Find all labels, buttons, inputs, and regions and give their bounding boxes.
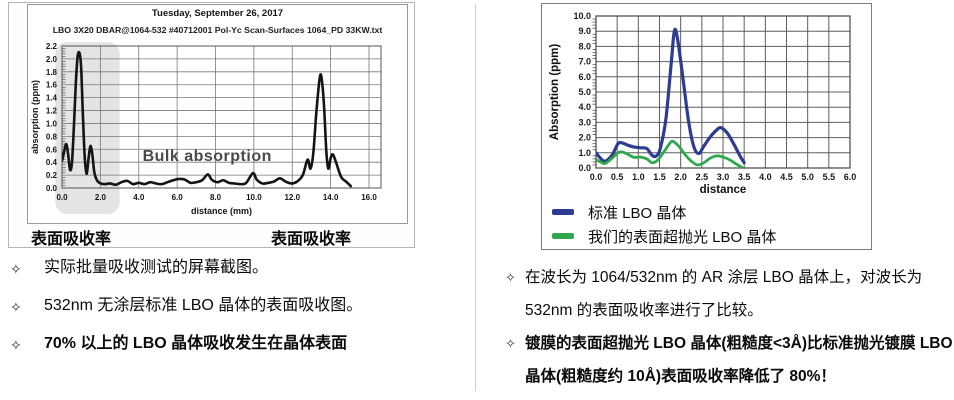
svg-text:1.0: 1.0 (578, 148, 591, 158)
svg-text:absorption (ppm): absorption (ppm) (30, 80, 40, 154)
legend-swatch-blue (552, 209, 574, 215)
svg-text:4.0: 4.0 (759, 172, 772, 182)
svg-text:0.0: 0.0 (590, 172, 603, 182)
svg-text:2.5: 2.5 (696, 172, 709, 182)
diamond-bullet-icon: ✧ (10, 261, 22, 277)
legend-item-standard: 标准 LBO 晶体 (552, 201, 686, 223)
svg-text:0.6: 0.6 (46, 145, 58, 154)
diamond-bullet-icon: ✧ (505, 270, 516, 285)
bullet-item: ✧ 实际批量吸收测试的屏幕截图。 (8, 257, 460, 280)
diamond-bullet-icon: ✧ (505, 336, 516, 351)
svg-text:9.0: 9.0 (578, 26, 591, 36)
svg-text:0.5: 0.5 (611, 172, 624, 182)
svg-text:6.0: 6.0 (844, 172, 857, 182)
svg-text:14.0: 14.0 (323, 193, 339, 202)
legend-swatch-green (552, 233, 574, 239)
svg-text:1.6: 1.6 (46, 81, 58, 90)
bullet-item: ✧ 在波长为 1064/532nm 的 AR 涂层 LBO 晶体上，对波长为 5… (505, 261, 954, 327)
right-bullet-list: ✧ 在波长为 1064/532nm 的 AR 涂层 LBO 晶体上，对波长为 5… (505, 261, 954, 393)
svg-text:2.0: 2.0 (674, 172, 687, 182)
svg-text:5.0: 5.0 (578, 87, 591, 97)
bullet-item: ✧ 532nm 无涂层标准 LBO 晶体的表面吸收图。 (8, 295, 460, 318)
surface-absorption-label-right: 表面吸收率 (271, 231, 352, 248)
bullet-text: 70% 以上的 LBO 晶体吸收发生在晶体表面 (44, 335, 348, 352)
svg-text:2.0: 2.0 (578, 133, 591, 143)
svg-text:2.0: 2.0 (46, 55, 58, 64)
diamond-bullet-icon: ✧ (10, 337, 22, 353)
bullet-item: ✧ 70% 以上的 LBO 晶体吸收发生在晶体表面 (8, 333, 460, 356)
svg-text:8.0: 8.0 (210, 193, 222, 202)
svg-text:0.8: 0.8 (46, 132, 58, 141)
vertical-divider (475, 4, 476, 391)
svg-text:4.0: 4.0 (133, 193, 145, 202)
svg-text:5.0: 5.0 (801, 172, 814, 182)
svg-text:3.5: 3.5 (738, 172, 751, 182)
svg-text:10.0: 10.0 (573, 11, 591, 21)
svg-text:1.8: 1.8 (46, 68, 58, 77)
svg-text:16.0: 16.0 (361, 193, 377, 202)
svg-text:10.0: 10.0 (246, 193, 262, 202)
svg-text:1.0: 1.0 (632, 172, 645, 182)
legend-item-superpolished: 我们的表面超抛光 LBO 晶体 (552, 225, 776, 247)
svg-text:5.5: 5.5 (823, 172, 836, 182)
svg-text:3.0: 3.0 (578, 117, 591, 127)
svg-text:4.0: 4.0 (578, 102, 591, 112)
svg-text:7.0: 7.0 (578, 57, 591, 67)
measurement-screenshot-box: Tuesday, September 26, 2017 LBO 3X20 DBA… (27, 4, 408, 224)
diamond-bullet-icon: ✧ (10, 299, 22, 315)
svg-text:0.0: 0.0 (578, 163, 591, 173)
svg-text:2.0: 2.0 (95, 193, 107, 202)
legend-label: 我们的表面超抛光 LBO 晶体 (588, 228, 777, 246)
svg-text:0.0: 0.0 (56, 193, 68, 202)
bullet-text: 532nm 无涂层标准 LBO 晶体的表面吸收图。 (44, 297, 363, 314)
surface-absorption-label-left: 表面吸收率 (31, 231, 112, 248)
bullet-text: 镀膜的表面超抛光 LBO 晶体(粗糙度<3Å)比标准抛光镀膜 LBO 晶体(粗糙… (525, 335, 953, 385)
svg-text:1.5: 1.5 (653, 172, 666, 182)
svg-text:3.0: 3.0 (717, 172, 730, 182)
bullet-item: ✧ 镀膜的表面超抛光 LBO 晶体(粗糙度<3Å)比标准抛光镀膜 LBO 晶体(… (505, 327, 954, 393)
svg-text:1.2: 1.2 (46, 107, 58, 116)
svg-text:0.2: 0.2 (46, 171, 58, 180)
left-absorption-chart: 0.0 2.0 4.0 6.0 8.0 10.0 12.0 14.0 16.0 0.0 0.2 0.4… (30, 42, 382, 216)
legend-label: 标准 LBO 晶体 (588, 204, 687, 222)
chart-subtitle: LBO 3X20 DBAR@1064-532 #40712001 Pol-Yc … (52, 25, 383, 35)
svg-text:Bulk absorption: Bulk absorption (143, 148, 272, 165)
chart-title: Tuesday, September 26, 2017 (151, 8, 284, 19)
svg-text:1.4: 1.4 (46, 94, 58, 103)
svg-text:4.5: 4.5 (780, 172, 793, 182)
svg-text:12.0: 12.0 (284, 193, 300, 202)
svg-text:8.0: 8.0 (578, 41, 591, 51)
svg-text:1.0: 1.0 (46, 119, 58, 128)
bullet-text: 实际批量吸收测试的屏幕截图。 (44, 259, 269, 276)
bullet-text: 在波长为 1064/532nm 的 AR 涂层 LBO 晶体上，对波长为 532… (525, 269, 923, 319)
svg-text:0.0: 0.0 (46, 184, 58, 193)
svg-text:6.0: 6.0 (578, 72, 591, 82)
left-bullet-list: ✧ 实际批量吸收测试的屏幕截图。 ✧ 532nm 无涂层标准 LBO 晶体的表面… (8, 257, 460, 371)
svg-text:Absorption (ppm): Absorption (ppm) (549, 44, 561, 141)
svg-text:0.4: 0.4 (46, 158, 58, 167)
svg-text:distance: distance (700, 184, 747, 196)
left-panel: Tuesday, September 26, 2017 LBO 3X20 DBA… (8, 2, 415, 248)
svg-text:6.0: 6.0 (172, 193, 184, 202)
svg-text:distance (mm): distance (mm) (191, 206, 252, 216)
right-panel: 0.0 0.5 1.0 1.5 2.0 2.5 3.0 3.5 4.0 4.5 5.0 5.5 6.0 0… (541, 3, 872, 250)
svg-text:2.2: 2.2 (46, 42, 58, 51)
right-comparison-chart: 0.0 0.5 1.0 1.5 2.0 2.5 3.0 3.5 4.0 4.5 5.0 5.5 6.0 0… (549, 11, 857, 196)
